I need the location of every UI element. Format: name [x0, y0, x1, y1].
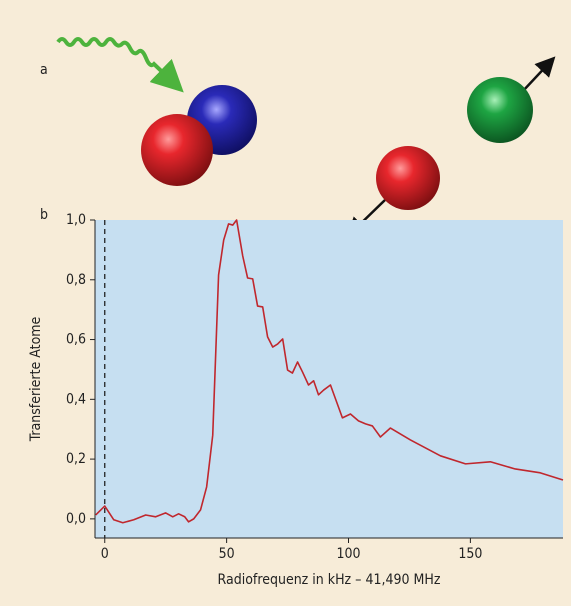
x-tick-label: 50 [219, 546, 235, 562]
atom [467, 77, 533, 143]
y-tick-label: 0,0 [66, 511, 86, 527]
atom [376, 146, 440, 210]
y-tick-label: 0,8 [66, 272, 86, 288]
arrow [521, 56, 556, 93]
y-tick-label: 0,6 [66, 332, 86, 348]
y-axis-label: Transferierte Atome [28, 316, 44, 442]
panel-label: a [40, 62, 48, 78]
y-tick-label: 0,2 [66, 451, 86, 467]
x-tick-label: 100 [336, 546, 360, 562]
x-tick-label: 0 [101, 546, 109, 562]
photon [56, 37, 184, 93]
y-tick-label: 1,0 [66, 212, 86, 228]
y-tick-label: 0,4 [66, 391, 86, 407]
atom [141, 114, 213, 186]
data-line [95, 219, 564, 524]
panel-label: b [40, 207, 48, 223]
x-tick-label: 150 [458, 546, 482, 562]
x-axis-label: Radiofrequenz in kHz – 41,490 MHz [218, 572, 441, 588]
plot-area [95, 220, 563, 538]
